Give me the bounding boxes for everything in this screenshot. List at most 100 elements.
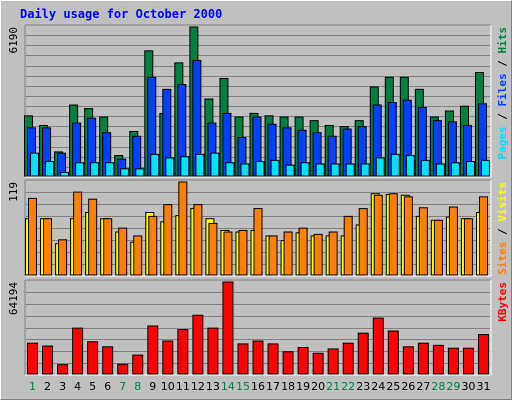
pages-bar	[150, 153, 160, 177]
x-tick-label: 7	[119, 380, 126, 393]
chart-title: Daily usage for October 2000	[20, 7, 223, 21]
sites-bar	[103, 218, 113, 276]
sites-bar	[463, 218, 473, 276]
series-label-part: Pages	[496, 126, 509, 159]
x-tick-label: 30	[461, 380, 475, 393]
series-label-part: /	[496, 107, 509, 127]
pages-bar	[210, 152, 220, 177]
sites-bar	[373, 194, 383, 276]
pages-bar	[135, 168, 145, 177]
pages-bar	[435, 163, 445, 177]
x-tick-label: 26	[401, 380, 415, 393]
pages-bar	[180, 156, 190, 177]
kbytes-bar	[297, 346, 309, 375]
sites-bar	[58, 239, 68, 276]
pages-bar	[360, 163, 370, 177]
pages-bar	[90, 162, 100, 177]
pages-bar	[465, 161, 475, 177]
x-tick-label: 28	[431, 380, 445, 393]
x-tick-label: 29	[446, 380, 460, 393]
x-tick-label: 15	[236, 380, 250, 393]
series-label-part: Files	[496, 73, 509, 106]
sites-bar	[268, 235, 278, 276]
pages-bar	[75, 162, 85, 177]
x-tick-label: 5	[89, 380, 96, 393]
kbytes-bar	[447, 347, 459, 375]
kbytes-bar	[357, 332, 369, 375]
sites-bar	[73, 191, 83, 276]
kbytes-bar	[372, 317, 384, 375]
pages-bar	[240, 163, 250, 177]
sites-bar	[388, 193, 398, 276]
pages-bar	[405, 155, 415, 177]
kbytes-bar	[387, 330, 399, 375]
sites-bar	[403, 196, 413, 276]
pages-bar	[120, 168, 130, 177]
pages-bar	[105, 162, 115, 177]
pages-bar	[195, 153, 205, 177]
pages-bar	[300, 162, 310, 177]
x-tick-label: 19	[296, 380, 310, 393]
x-tick-label: 4	[74, 380, 81, 393]
kbytes-bar	[312, 352, 324, 375]
pages-bar	[330, 163, 340, 177]
x-tick-label: 22	[341, 380, 355, 393]
y-max-label: 64194	[7, 282, 20, 315]
sites-bar	[193, 204, 203, 276]
pages-bar	[420, 159, 430, 177]
x-tick-label: 10	[161, 380, 175, 393]
x-tick-labels: 1 2 3 4 5 6 7 8 9 10 11 12 13 14 15 16 17 18 19 20 21 22 23 24 2…	[29, 380, 490, 393]
x-tick-label: 14	[221, 380, 235, 393]
sites-bar	[118, 227, 128, 276]
sites-bar	[148, 215, 158, 276]
kbytes-bar	[222, 281, 234, 375]
kbytes-bar	[162, 340, 174, 375]
kbytes-bar	[417, 342, 429, 375]
pages-bar	[45, 161, 55, 177]
pages-bar	[270, 159, 280, 177]
sites-bar	[418, 207, 428, 276]
pages-bar	[285, 164, 295, 177]
kbytes-bar	[117, 363, 129, 375]
sites-bar	[358, 208, 368, 276]
y-labels: 6190 119 64194	[7, 27, 20, 315]
kbytes-bar	[327, 348, 339, 375]
pages-bar	[375, 157, 385, 177]
series-label: Pages / Files / Hits	[496, 27, 509, 160]
x-tick-label: 8	[134, 380, 141, 393]
x-tick-label: 9	[149, 380, 156, 393]
kbytes-bar	[402, 346, 414, 375]
sites-bar	[328, 231, 338, 276]
series-label-part: Hits	[496, 27, 509, 54]
series-label: Sites / Visits	[496, 182, 509, 275]
series-label-part: /	[496, 222, 509, 242]
series-label-part: Sites	[496, 242, 509, 275]
pages-bar	[450, 162, 460, 177]
y-max-label: 6190	[7, 27, 20, 54]
sites-bar	[313, 233, 323, 276]
x-tick-label: 18	[281, 380, 295, 393]
x-tick-label: 12	[191, 380, 205, 393]
sites-bar	[298, 227, 308, 276]
kbytes-bar	[267, 343, 279, 375]
kbytes-bar	[132, 354, 144, 375]
sites-bar	[178, 181, 188, 276]
x-tick-label: 21	[326, 380, 340, 393]
x-tick-label: 2	[44, 380, 51, 393]
kbytes-bar	[342, 342, 354, 375]
kbytes-bar	[102, 346, 114, 375]
sites-bar	[343, 215, 353, 276]
bars	[24, 26, 490, 375]
sites-bar	[163, 204, 173, 276]
sites-bar	[88, 198, 98, 276]
pages-bar	[345, 163, 355, 177]
pages-bar	[255, 161, 265, 177]
series-label-part: /	[496, 54, 509, 74]
sites-bar	[208, 222, 218, 276]
x-tick-label: 3	[59, 380, 66, 393]
kbytes-bar	[252, 340, 264, 375]
pages-bar	[390, 153, 400, 177]
sites-bar	[478, 196, 488, 276]
x-tick-label: 6	[104, 380, 111, 393]
x-tick-label: 23	[356, 380, 370, 393]
